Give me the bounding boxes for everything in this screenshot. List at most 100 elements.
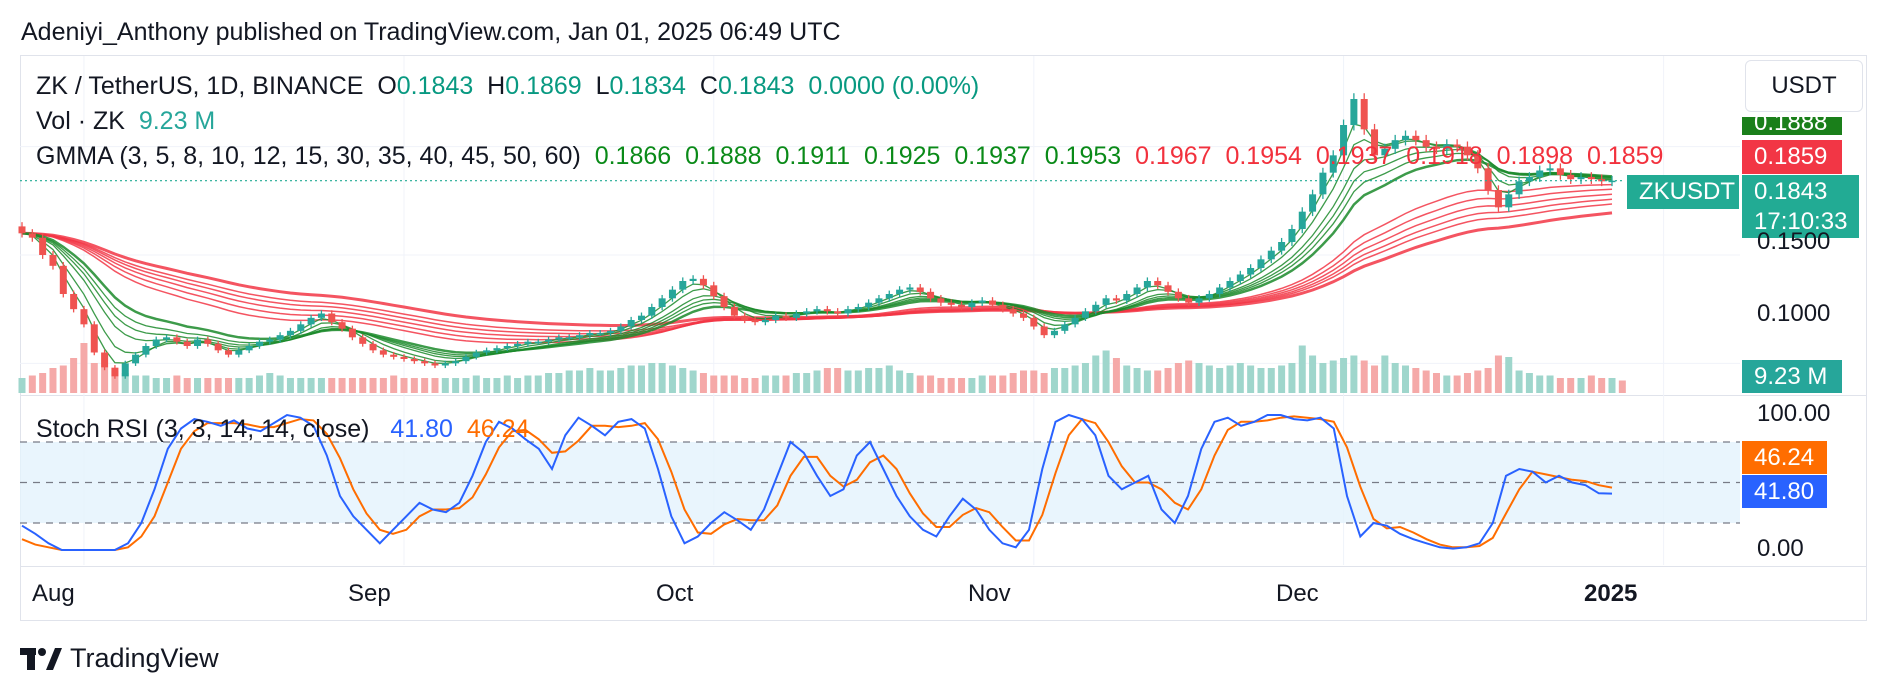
gmma-slow-1: 0.1967: [1135, 142, 1212, 170]
volume-bar: [70, 358, 78, 393]
volume-bar: [565, 370, 573, 393]
volume-bar: [1608, 378, 1616, 393]
volume-bar: [1112, 358, 1120, 393]
time-axis[interactable]: [20, 565, 1867, 621]
candle-body: [1443, 144, 1451, 149]
volume-bar: [1267, 368, 1275, 393]
price-panel[interactable]: [20, 55, 1867, 396]
symbol-tag[interactable]: ZKUSDT: [1627, 175, 1739, 209]
candle-body: [410, 359, 418, 362]
candle-body: [1216, 287, 1224, 294]
currency-button[interactable]: USDT: [1745, 60, 1863, 112]
candle-body: [1185, 298, 1193, 303]
volume-legend[interactable]: Vol · ZK 9.23 M: [36, 107, 215, 136]
candle-body: [1205, 294, 1213, 299]
volume-bar: [1556, 378, 1564, 393]
candle-body: [421, 361, 429, 364]
candle-body: [1154, 281, 1162, 286]
stoch-tick-100: 100.00: [1757, 400, 1831, 427]
volume-bar: [751, 378, 759, 393]
volume-bar: [1030, 370, 1038, 393]
volume-value: 9.23 M: [138, 107, 216, 135]
volume-bar: [1050, 368, 1058, 393]
candle-body: [617, 326, 625, 331]
candle-body: [741, 315, 749, 320]
candle-body: [576, 335, 584, 338]
stoch-legend[interactable]: Stoch RSI (3, 3, 14, 14, close) 41.80 46…: [36, 415, 529, 444]
candle-body: [224, 350, 232, 355]
candle-body: [1030, 317, 1038, 327]
volume-bar: [1453, 375, 1461, 393]
volume-bar: [1185, 360, 1193, 393]
volume-bar: [1422, 370, 1430, 393]
candle-body: [348, 328, 356, 338]
candle-body: [235, 350, 243, 355]
volume-bar: [483, 378, 491, 393]
candle-body: [1195, 298, 1203, 303]
volume-bar: [1061, 368, 1069, 393]
candle-body: [214, 343, 222, 351]
candle-body: [194, 339, 202, 346]
volume-bar: [348, 378, 356, 393]
volume-bar: [1391, 363, 1399, 393]
candle-body: [514, 343, 522, 346]
volume-bar: [1402, 365, 1410, 393]
volume-bar: [90, 363, 98, 393]
candle-body: [1391, 140, 1399, 149]
symbol-legend[interactable]: ZK / TetherUS, 1D, BINANCE O0.1843 H0.18…: [36, 72, 979, 101]
footer-brand: TradingView: [70, 643, 219, 673]
candle-body: [379, 350, 387, 355]
candle-body: [792, 313, 800, 318]
volume-bar: [1071, 365, 1079, 393]
candle-body: [854, 307, 862, 310]
volume-bar: [720, 375, 728, 393]
candle-body: [524, 341, 532, 344]
candle-body: [1494, 190, 1502, 208]
candle-body: [204, 339, 212, 344]
time-label-aug: Aug: [32, 580, 75, 607]
volume-bar: [1371, 365, 1379, 393]
volume-bar: [1164, 368, 1172, 393]
volume-bar: [1216, 368, 1224, 393]
volume-bar: [173, 375, 181, 393]
volume-bar: [1484, 368, 1492, 393]
candle-body: [173, 337, 181, 342]
candle-body: [1463, 146, 1471, 156]
candle-body: [751, 320, 759, 323]
gmma-legend[interactable]: GMMA (3, 5, 8, 10, 12, 15, 30, 35, 40, 4…: [36, 142, 1663, 171]
candle-body: [1009, 309, 1017, 314]
volume-bar: [576, 370, 584, 393]
tradingview-footer[interactable]: TradingView: [20, 643, 219, 674]
volume-bar: [844, 370, 852, 393]
candle-body: [1567, 174, 1575, 180]
gmma-fast-3: 0.1911: [775, 142, 851, 170]
candle-body: [152, 339, 160, 346]
volume-bar: [286, 378, 294, 393]
volume-bar: [792, 373, 800, 393]
volume-bar: [39, 373, 47, 393]
candle-body: [245, 346, 253, 351]
open-label: O: [377, 72, 397, 100]
candle-body: [1143, 281, 1151, 288]
stoch-d-tag: 46.24: [1742, 441, 1827, 474]
volume-bar: [1567, 378, 1575, 393]
volume-bar: [947, 378, 955, 393]
candle-body: [906, 287, 914, 290]
candle-body: [534, 341, 542, 344]
candle-body: [1040, 326, 1048, 336]
candle-body: [307, 317, 315, 325]
candle-body: [1474, 155, 1482, 169]
candle-body: [596, 333, 604, 335]
volume-bar: [865, 368, 873, 393]
volume-bar: [1474, 370, 1482, 393]
low-value: 0.1834: [609, 72, 686, 100]
candle-body: [1453, 144, 1461, 147]
candle-body: [1432, 146, 1440, 149]
volume-bar: [679, 368, 687, 393]
price-tick-0: 0.1500: [1757, 228, 1831, 255]
candle-body: [1484, 168, 1492, 190]
volume-bar: [958, 378, 966, 393]
candle-body: [255, 341, 263, 346]
high-label: H: [487, 72, 506, 100]
